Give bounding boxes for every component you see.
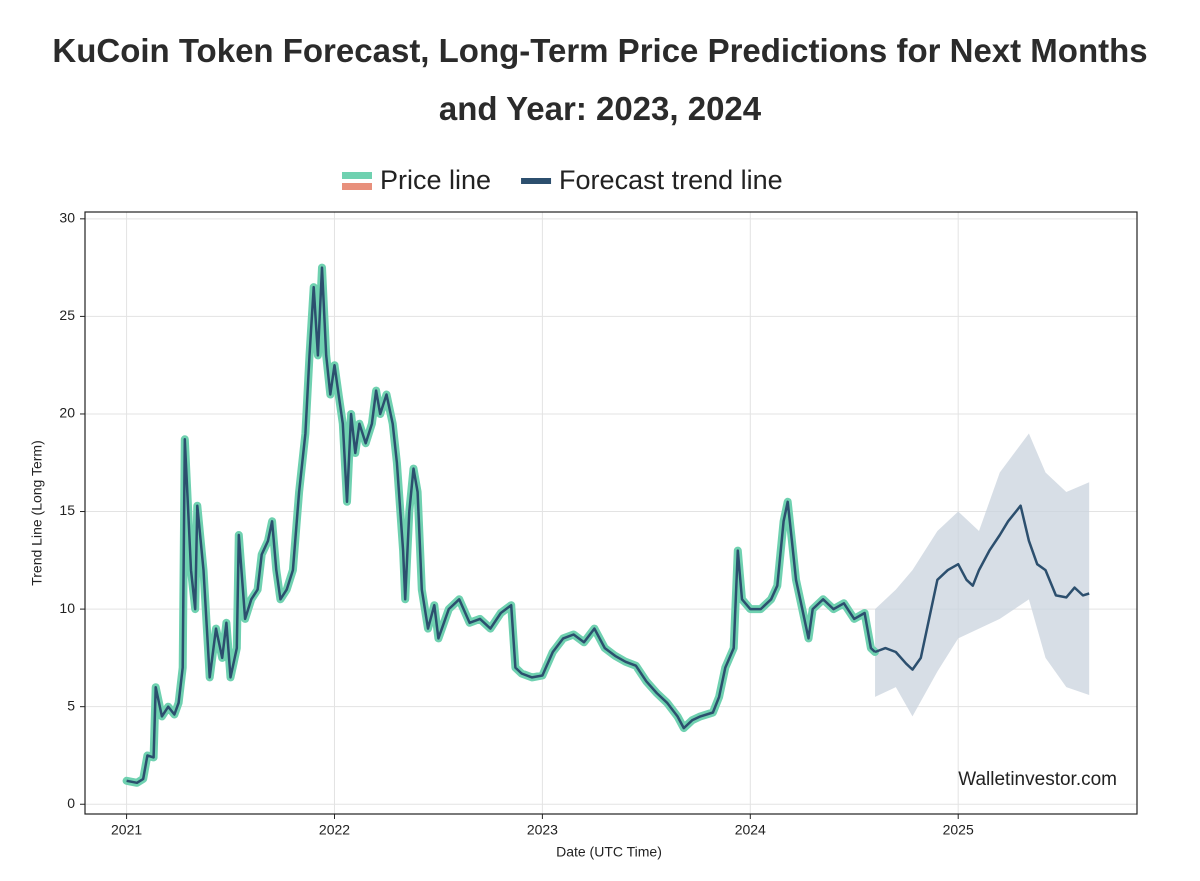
legend-swatch xyxy=(342,183,372,190)
legend-label: Forecast trend line xyxy=(559,165,783,195)
y-tick-label: 15 xyxy=(59,502,75,518)
y-axis-label: Trend Line (Long Term) xyxy=(29,440,45,586)
x-tick-label: 2023 xyxy=(527,822,558,838)
y-tick-label: 0 xyxy=(67,795,75,811)
x-tick-label: 2024 xyxy=(735,822,766,838)
legend-label: Price line xyxy=(380,165,491,195)
price-trend-line xyxy=(126,266,876,785)
x-tick-label: 2025 xyxy=(943,822,974,838)
y-tick-label: 30 xyxy=(59,210,75,226)
x-tick-label: 2022 xyxy=(319,822,350,838)
forecast-band xyxy=(875,433,1090,717)
y-tick-label: 10 xyxy=(59,600,75,616)
annotation: Walletinvestor.com xyxy=(958,769,1117,790)
chart-title: KuCoin Token Forecast, Long-Term Price P… xyxy=(52,32,1148,127)
plot-frame xyxy=(84,211,1138,815)
y-tick-label: 20 xyxy=(59,405,75,421)
legend-swatch xyxy=(342,172,372,179)
forecast-line xyxy=(874,504,1090,671)
legend-swatch xyxy=(521,178,552,184)
x-tick-label: 2021 xyxy=(111,822,142,838)
y-tick-label: 5 xyxy=(67,697,75,713)
price-line xyxy=(122,263,879,787)
y-tick-label: 25 xyxy=(59,307,75,323)
x-axis-label: Date (UTC Time) xyxy=(556,844,662,860)
